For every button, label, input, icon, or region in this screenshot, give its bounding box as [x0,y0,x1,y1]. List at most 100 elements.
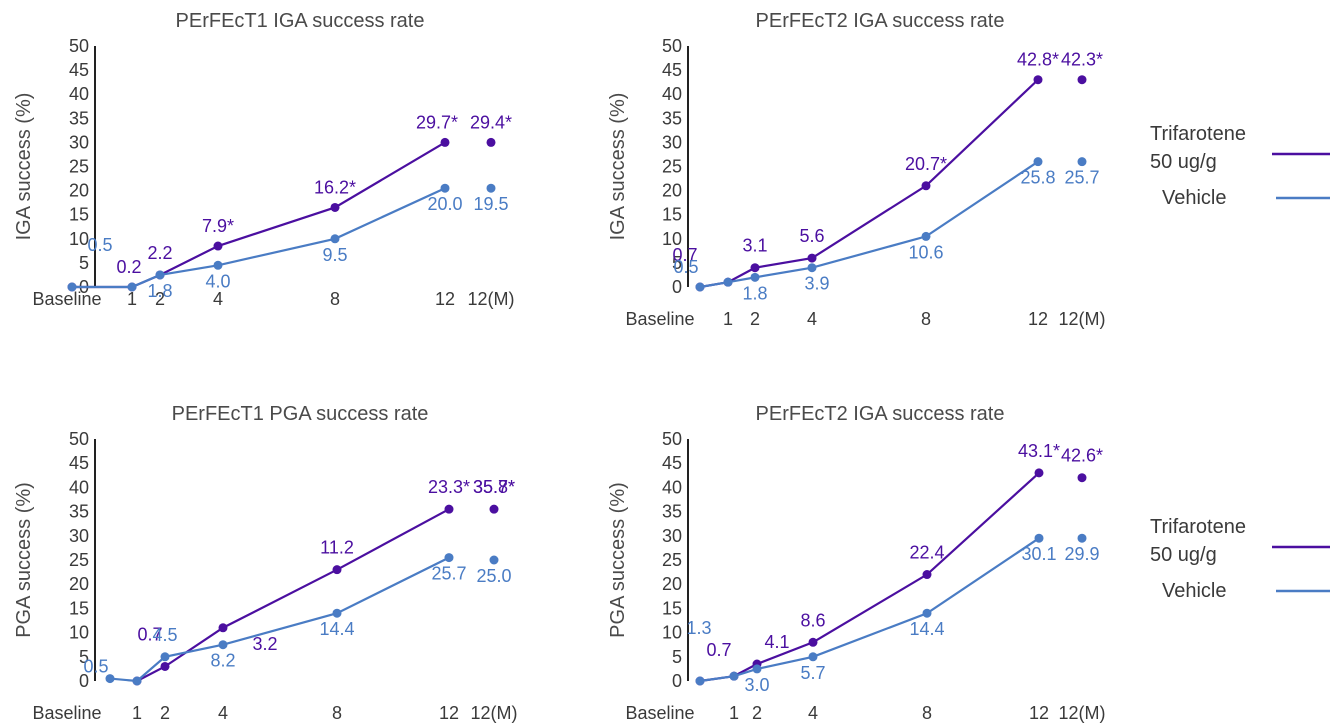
data-point-vehicle [695,282,705,292]
legend-label-trifarotene: Trifarotene [1150,516,1246,538]
y-tick-label: 50 [69,36,89,56]
data-point-trifarotene [1033,75,1043,85]
x-tick-label: Baseline [625,703,694,723]
legend-label-trifarotene-dose: 50 ug/g [1150,544,1217,566]
y-tick-label: 30 [662,526,682,546]
y-tick-label: 15 [69,205,89,225]
data-label-trifarotene: 0.7 [672,245,697,265]
y-tick-label: 40 [69,84,89,104]
data-point-vehicle [750,272,760,282]
x-tick-label: 4 [213,289,223,309]
data-point-vehicle [105,674,115,684]
data-label-vehicle: 4.0 [205,271,230,291]
data-label-trifarotene: 42.8* [1017,50,1059,70]
y-axis-label: PGA success (%) [13,482,35,638]
data-point-vehicle [330,234,340,244]
data-label-vehicle: 5.7 [800,663,825,683]
data-point-trifarotene [1077,473,1087,483]
data-label-trifarotene: 8.6 [800,610,825,630]
y-tick-label: 25 [69,157,89,177]
x-tick-label: 1 [132,703,142,723]
data-label-trifarotene: 35.8* [473,477,515,497]
chart-title: PErFEcT2 IGA success rate [756,10,1005,32]
x-tick-label: 12 [439,703,459,723]
data-label-trifarotene: 5.6 [799,226,824,246]
data-label-trifarotene: 23.3* [428,477,470,497]
data-point-vehicle [1077,533,1087,543]
y-tick-label: 45 [69,453,89,473]
data-point-vehicle [218,640,228,650]
data-label-vehicle: 8.2 [210,651,235,671]
x-tick-label: Baseline [32,703,101,723]
data-label-vehicle: 1.8 [147,281,172,301]
x-tick-label: 8 [922,703,932,723]
data-label-vehicle: 1.8 [742,283,767,303]
chart-panel-2: PErFEcT2 IGA success rate IGA success (%)… [607,10,1330,329]
data-point-vehicle [132,676,142,686]
y-tick-label: 50 [69,429,89,449]
data-label-vehicle: 3.9 [804,274,829,294]
data-label-trifarotene: 29.7* [416,112,458,132]
data-label-vehicle: 14.4 [319,619,354,639]
data-label-trifarotene: 2.2 [147,243,172,263]
y-tick-label: 30 [69,132,89,152]
series-line-vehicle [109,556,450,683]
x-tick-label: 12(M) [1058,309,1105,329]
series-line-trifarotene [699,472,1040,683]
data-label-trifarotene: 3.2 [252,634,277,654]
data-label-vehicle: 0.5 [83,657,108,677]
y-tick-label: 20 [69,574,89,594]
data-label-trifarotene: 20.7* [905,154,947,174]
data-label-vehicle: 0.5 [87,235,112,255]
data-label-trifarotene: 0.2 [116,257,141,277]
y-tick-label: 40 [662,84,682,104]
data-label-vehicle: 19.5 [473,194,508,214]
x-tick-label: 12(M) [1058,703,1105,723]
data-label-trifarotene: 11.2 [320,538,354,558]
chart-title: PErFEcT2 IGA success rate [756,403,1005,425]
data-point-vehicle [1034,533,1044,543]
data-point-trifarotene [218,623,228,633]
x-tick-label: 2 [752,703,762,723]
series-line-vehicle [699,160,1039,289]
data-label-vehicle: 29.9 [1064,544,1099,564]
x-tick-label: 4 [807,309,817,329]
data-point-trifarotene [489,504,499,514]
data-point-trifarotene [807,253,817,263]
x-tick-label: 2 [160,703,170,723]
data-point-vehicle [160,652,170,662]
y-axis-label: IGA success (%) [13,93,35,241]
data-point-vehicle [440,183,450,193]
y-tick-label: 15 [662,598,682,618]
data-point-trifarotene [750,263,760,273]
chart-title: PErFEcT1 PGA success rate [172,403,429,425]
data-point-trifarotene [440,137,450,147]
y-tick-label: 35 [662,502,682,522]
data-label-trifarotene: 22.4 [909,543,944,563]
series-line-vehicle [699,537,1040,683]
y-tick-label: 20 [662,574,682,594]
data-point-trifarotene [444,504,454,514]
data-label-vehicle: 3.0 [744,675,769,695]
y-tick-label: 25 [69,550,89,570]
data-point-vehicle [808,652,818,662]
data-point-vehicle [752,664,762,674]
data-label-trifarotene: 16.2* [314,177,356,197]
y-tick-label: 45 [69,60,89,80]
data-label-vehicle: 25.8 [1020,168,1055,188]
series-line-trifarotene [136,508,450,682]
y-tick-label: 40 [69,477,89,497]
chart-title: PErFEcT1 IGA success rate [176,10,425,32]
y-tick-label: 45 [662,453,682,473]
x-tick-label: 12 [435,289,455,309]
x-tick-label: 4 [218,703,228,723]
x-tick-label: 2 [155,289,165,309]
y-tick-label: 20 [69,181,89,201]
y-axis-label: PGA success (%) [607,482,629,638]
data-point-trifarotene [332,565,342,575]
x-tick-label: Baseline [32,289,101,309]
data-point-trifarotene [1077,75,1087,85]
x-tick-label: 8 [921,309,931,329]
data-label-vehicle: 1.3 [686,618,711,638]
